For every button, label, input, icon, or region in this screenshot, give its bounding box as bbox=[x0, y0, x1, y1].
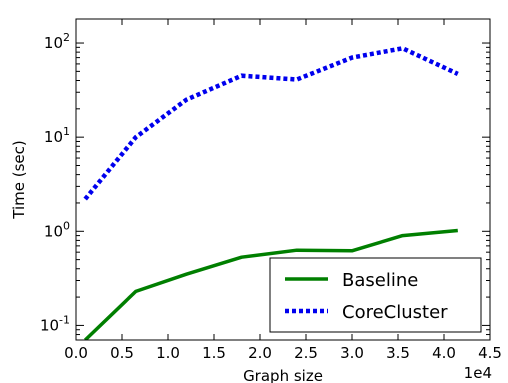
x-tick-label: 3.5 bbox=[386, 344, 410, 362]
chart-ticks: 0.0 0.5 1.0 1.5 2.0 2.5 3.0 3.5 4.0 4.5 10-1 100 101… bbox=[40, 19, 502, 362]
legend: Baseline CoreCluster bbox=[269, 257, 482, 333]
x-tick-label: 2.0 bbox=[248, 344, 272, 362]
x-tick-label: 0.0 bbox=[64, 344, 88, 362]
x-axis-label: Graph size bbox=[243, 367, 323, 383]
plot-frame bbox=[75, 18, 491, 341]
series-line-baseline bbox=[83, 228, 458, 340]
y-tick-label: 100 bbox=[44, 219, 70, 240]
x-tick-label: 1.0 bbox=[156, 344, 180, 362]
y-tick-label: 10-1 bbox=[40, 313, 70, 334]
series-line-corecluster bbox=[83, 45, 459, 201]
legend-label-baseline: Baseline bbox=[342, 270, 418, 291]
x-tick-label: 3.0 bbox=[340, 344, 364, 362]
x-tick-label: 4.0 bbox=[432, 344, 456, 362]
x-tick-label: 0.5 bbox=[110, 344, 134, 362]
legend-box bbox=[269, 257, 482, 333]
x-tick-label: 2.5 bbox=[294, 344, 318, 362]
chart-marks bbox=[83, 45, 459, 340]
legend-label-corecluster: CoreCluster bbox=[342, 302, 448, 323]
x-axis-multiplier: 1e4 bbox=[464, 364, 492, 382]
x-tick-label: 4.5 bbox=[478, 344, 502, 362]
x-tick-label: 1.5 bbox=[202, 344, 226, 362]
y-axis-label: Time (sec) bbox=[10, 140, 28, 219]
y-tick-label: 102 bbox=[44, 31, 70, 52]
y-tick-label: 101 bbox=[44, 125, 70, 146]
